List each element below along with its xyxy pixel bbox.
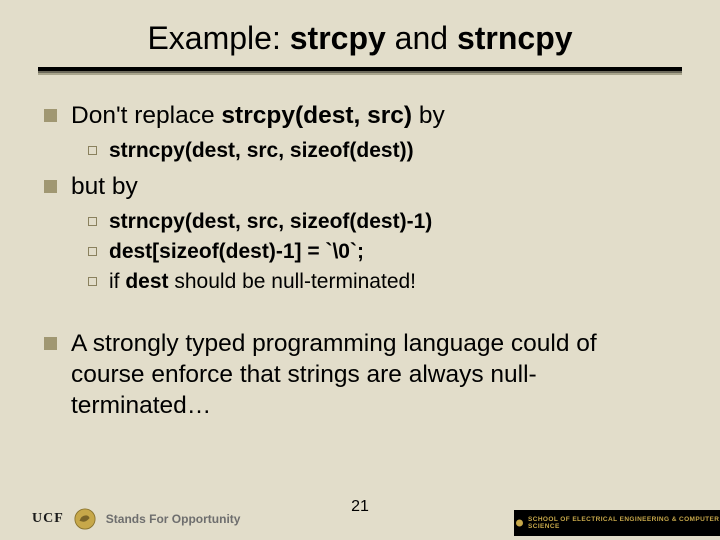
code-segment: strcpy(dest, src) (221, 102, 412, 129)
footer-logo-group: UCF Stands For Opportunity (32, 508, 240, 530)
slide-footer: UCF Stands For Opportunity 21 SCHOOL OF … (0, 496, 720, 540)
footer-tagline: Stands For Opportunity (106, 512, 241, 526)
bullet-text: dest[sizeof(dest)-1] = `\0`; (109, 239, 364, 265)
title-text-pre: Example: (147, 20, 289, 56)
bullet-text: strncpy(dest, src, sizeof(dest)) (109, 138, 414, 164)
bullet-level2: dest[sizeof(dest)-1] = `\0`; (88, 239, 676, 265)
bullet-square-icon (44, 337, 57, 350)
bullet-level2: strncpy(dest, src, sizeof(dest)) (88, 138, 676, 164)
text-segment: by (412, 102, 445, 129)
text-segment: Don't replace (71, 102, 221, 129)
page-number: 21 (351, 498, 369, 516)
title-keyword-2: strncpy (457, 20, 573, 56)
title-underline (38, 67, 682, 73)
slide-content: Don't replace strcpy(dest, src) by strnc… (38, 101, 682, 421)
bullet-level2: strncpy(dest, src, sizeof(dest)-1) (88, 209, 676, 235)
badge-dot-icon (516, 520, 523, 527)
bullet-text: A strongly typed programming language co… (71, 329, 676, 421)
text-segment: should be null-terminated! (169, 270, 416, 293)
bullet-text: strncpy(dest, src, sizeof(dest)-1) (109, 209, 432, 235)
slide-title: Example: strcpy and strncpy (38, 14, 682, 67)
bullet-square-outline-icon (88, 146, 97, 155)
footer-school-badge: SCHOOL OF ELECTRICAL ENGINEERING & COMPU… (514, 510, 720, 536)
bullet-square-outline-icon (88, 247, 97, 256)
bullet-text: but by (71, 172, 138, 203)
text-segment: if (109, 270, 125, 293)
bullet-square-outline-icon (88, 277, 97, 286)
pegasus-seal-icon (74, 508, 96, 530)
slide: Example: strcpy and strncpy Don't replac… (0, 0, 720, 540)
bullet-text: Don't replace strcpy(dest, src) by (71, 101, 445, 132)
bullet-square-icon (44, 180, 57, 193)
ucf-wordmark: UCF (32, 511, 64, 527)
code-segment: dest (125, 270, 168, 293)
school-name: SCHOOL OF ELECTRICAL ENGINEERING & COMPU… (528, 516, 720, 530)
bullet-square-icon (44, 109, 57, 122)
bullet-text: if dest should be null-terminated! (109, 269, 416, 295)
title-keyword-1: strcpy (290, 20, 386, 56)
bullet-square-outline-icon (88, 217, 97, 226)
bullet-level1: A strongly typed programming language co… (44, 329, 676, 421)
bullet-level1: Don't replace strcpy(dest, src) by (44, 101, 676, 132)
bullet-level1: but by (44, 172, 676, 203)
title-text-mid: and (386, 20, 457, 56)
bullet-level2: if dest should be null-terminated! (88, 269, 676, 295)
